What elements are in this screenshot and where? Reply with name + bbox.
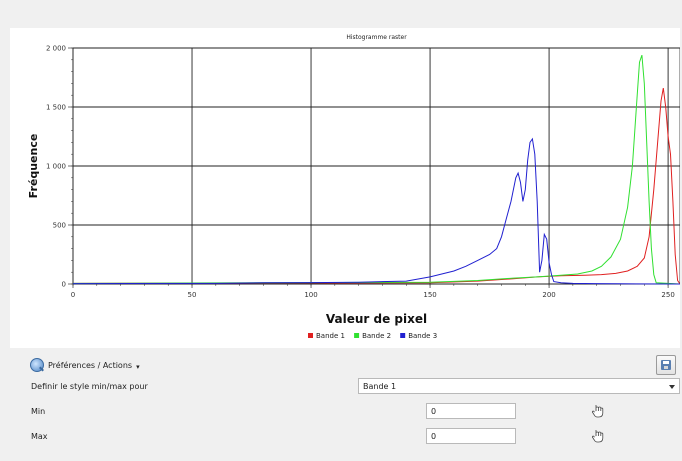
x-tick-label: 200 <box>542 291 555 299</box>
min-row: Min <box>0 401 682 423</box>
band-select[interactable]: Bande 1 <box>358 378 680 394</box>
chart-title: Histogramme raster <box>346 34 407 41</box>
legend-swatch-bande-1 <box>308 333 313 338</box>
minmax-style-row: Definir le style min/max pour Bande 1 <box>0 376 682 398</box>
x-tick-label: 50 <box>188 291 197 299</box>
chevron-down-icon <box>669 385 675 389</box>
hand-pointer-icon[interactable] <box>592 429 604 443</box>
legend-swatch-bande-3 <box>400 333 406 338</box>
legend-label-bande-2: Bande 2 <box>362 332 391 340</box>
legend-label-bande-1: Bande 1 <box>316 332 345 340</box>
min-label: Min <box>31 407 46 416</box>
histogram-chart: Histogramme raster 0 50 100 150 200 250 0 500 1 0… <box>27 34 680 340</box>
series-line-bande-2 <box>72 54 680 285</box>
preferences-actions-label: Préférences / Actions <box>48 360 133 370</box>
histogram-panel: Histogramme raster 0 50 100 150 200 250 0 500 1 0… <box>10 28 680 348</box>
y-tick-label: 2 000 <box>46 45 66 53</box>
legend-label-bande-3: Bande 3 <box>408 332 437 340</box>
hand-pointer-icon[interactable] <box>592 404 604 418</box>
max-row: Max <box>0 426 682 448</box>
max-input[interactable] <box>426 428 516 444</box>
x-tick-label: 100 <box>304 291 317 299</box>
series-line-bande-3 <box>72 137 680 285</box>
histogram-toolbar: Préférences / Actions ▾ <box>0 352 682 380</box>
y-axis-label: Fréquence <box>27 134 40 199</box>
legend-swatch-bande-2 <box>354 333 360 338</box>
magnifier-icon <box>30 358 44 372</box>
save-icon <box>661 360 671 370</box>
x-tick-label: 250 <box>661 291 674 299</box>
y-tick-label: 1 000 <box>46 163 66 171</box>
x-tick-label: 150 <box>423 291 436 299</box>
max-label: Max <box>31 432 48 441</box>
y-tick-label: 1 500 <box>46 104 66 112</box>
y-tick-label: 0 <box>62 281 66 289</box>
x-axis-label: Valeur de pixel <box>326 312 427 326</box>
band-select-value: Bande 1 <box>363 382 397 391</box>
min-input[interactable] <box>426 403 516 419</box>
y-tick-label: 500 <box>53 222 66 230</box>
dropdown-arrow-icon: ▾ <box>136 362 140 371</box>
x-tick-label: 0 <box>71 291 75 299</box>
preferences-actions-button[interactable]: Préférences / Actions ▾ <box>30 358 140 372</box>
save-button[interactable] <box>656 355 676 375</box>
minmax-style-label: Definir le style min/max pour <box>31 382 148 391</box>
